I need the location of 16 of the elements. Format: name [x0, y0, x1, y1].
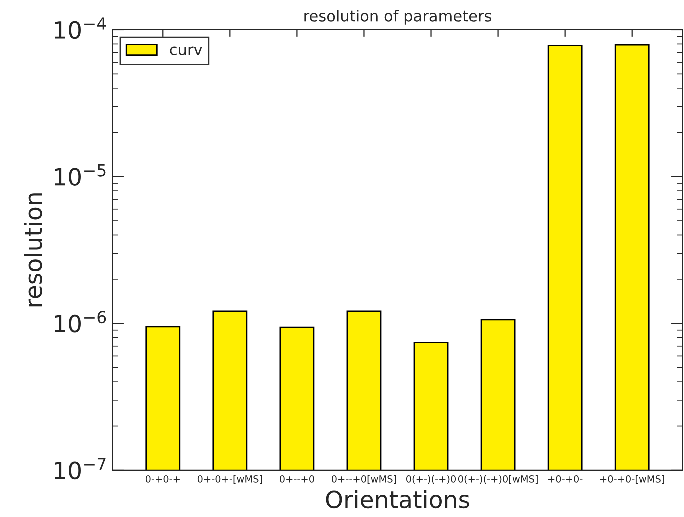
- y-axis-title: resolution: [24, 194, 42, 307]
- y-tick-label: 10$^{−7}$: [55, 458, 106, 480]
- x-tick-label: 0-+0-+: [146, 476, 180, 483]
- legend-label: curv: [170, 46, 202, 56]
- x-axis-title: Orientations: [326, 490, 470, 509]
- x-tick-label: 0(+-)(-+)0[wMS]: [458, 475, 538, 484]
- y-tick-label: 10$^{−5}$: [55, 164, 106, 186]
- y-tick-label: 10$^{−4}$: [55, 18, 106, 40]
- x-tick-label: 0(+-)(-+)0: [406, 475, 456, 484]
- x-tick-label: +0-+0-: [548, 476, 583, 483]
- chart-title: resolution of parameters: [304, 10, 492, 25]
- x-tick-label: 0+-0+-[wMS]: [198, 475, 262, 484]
- x-tick-label: 0+--+0[wMS]: [332, 475, 396, 484]
- x-tick-label: +0-+0-[wMS]: [600, 475, 664, 484]
- x-tick-label: 0+--+0: [280, 476, 314, 483]
- y-tick-label: 10$^{−6}$: [55, 311, 106, 333]
